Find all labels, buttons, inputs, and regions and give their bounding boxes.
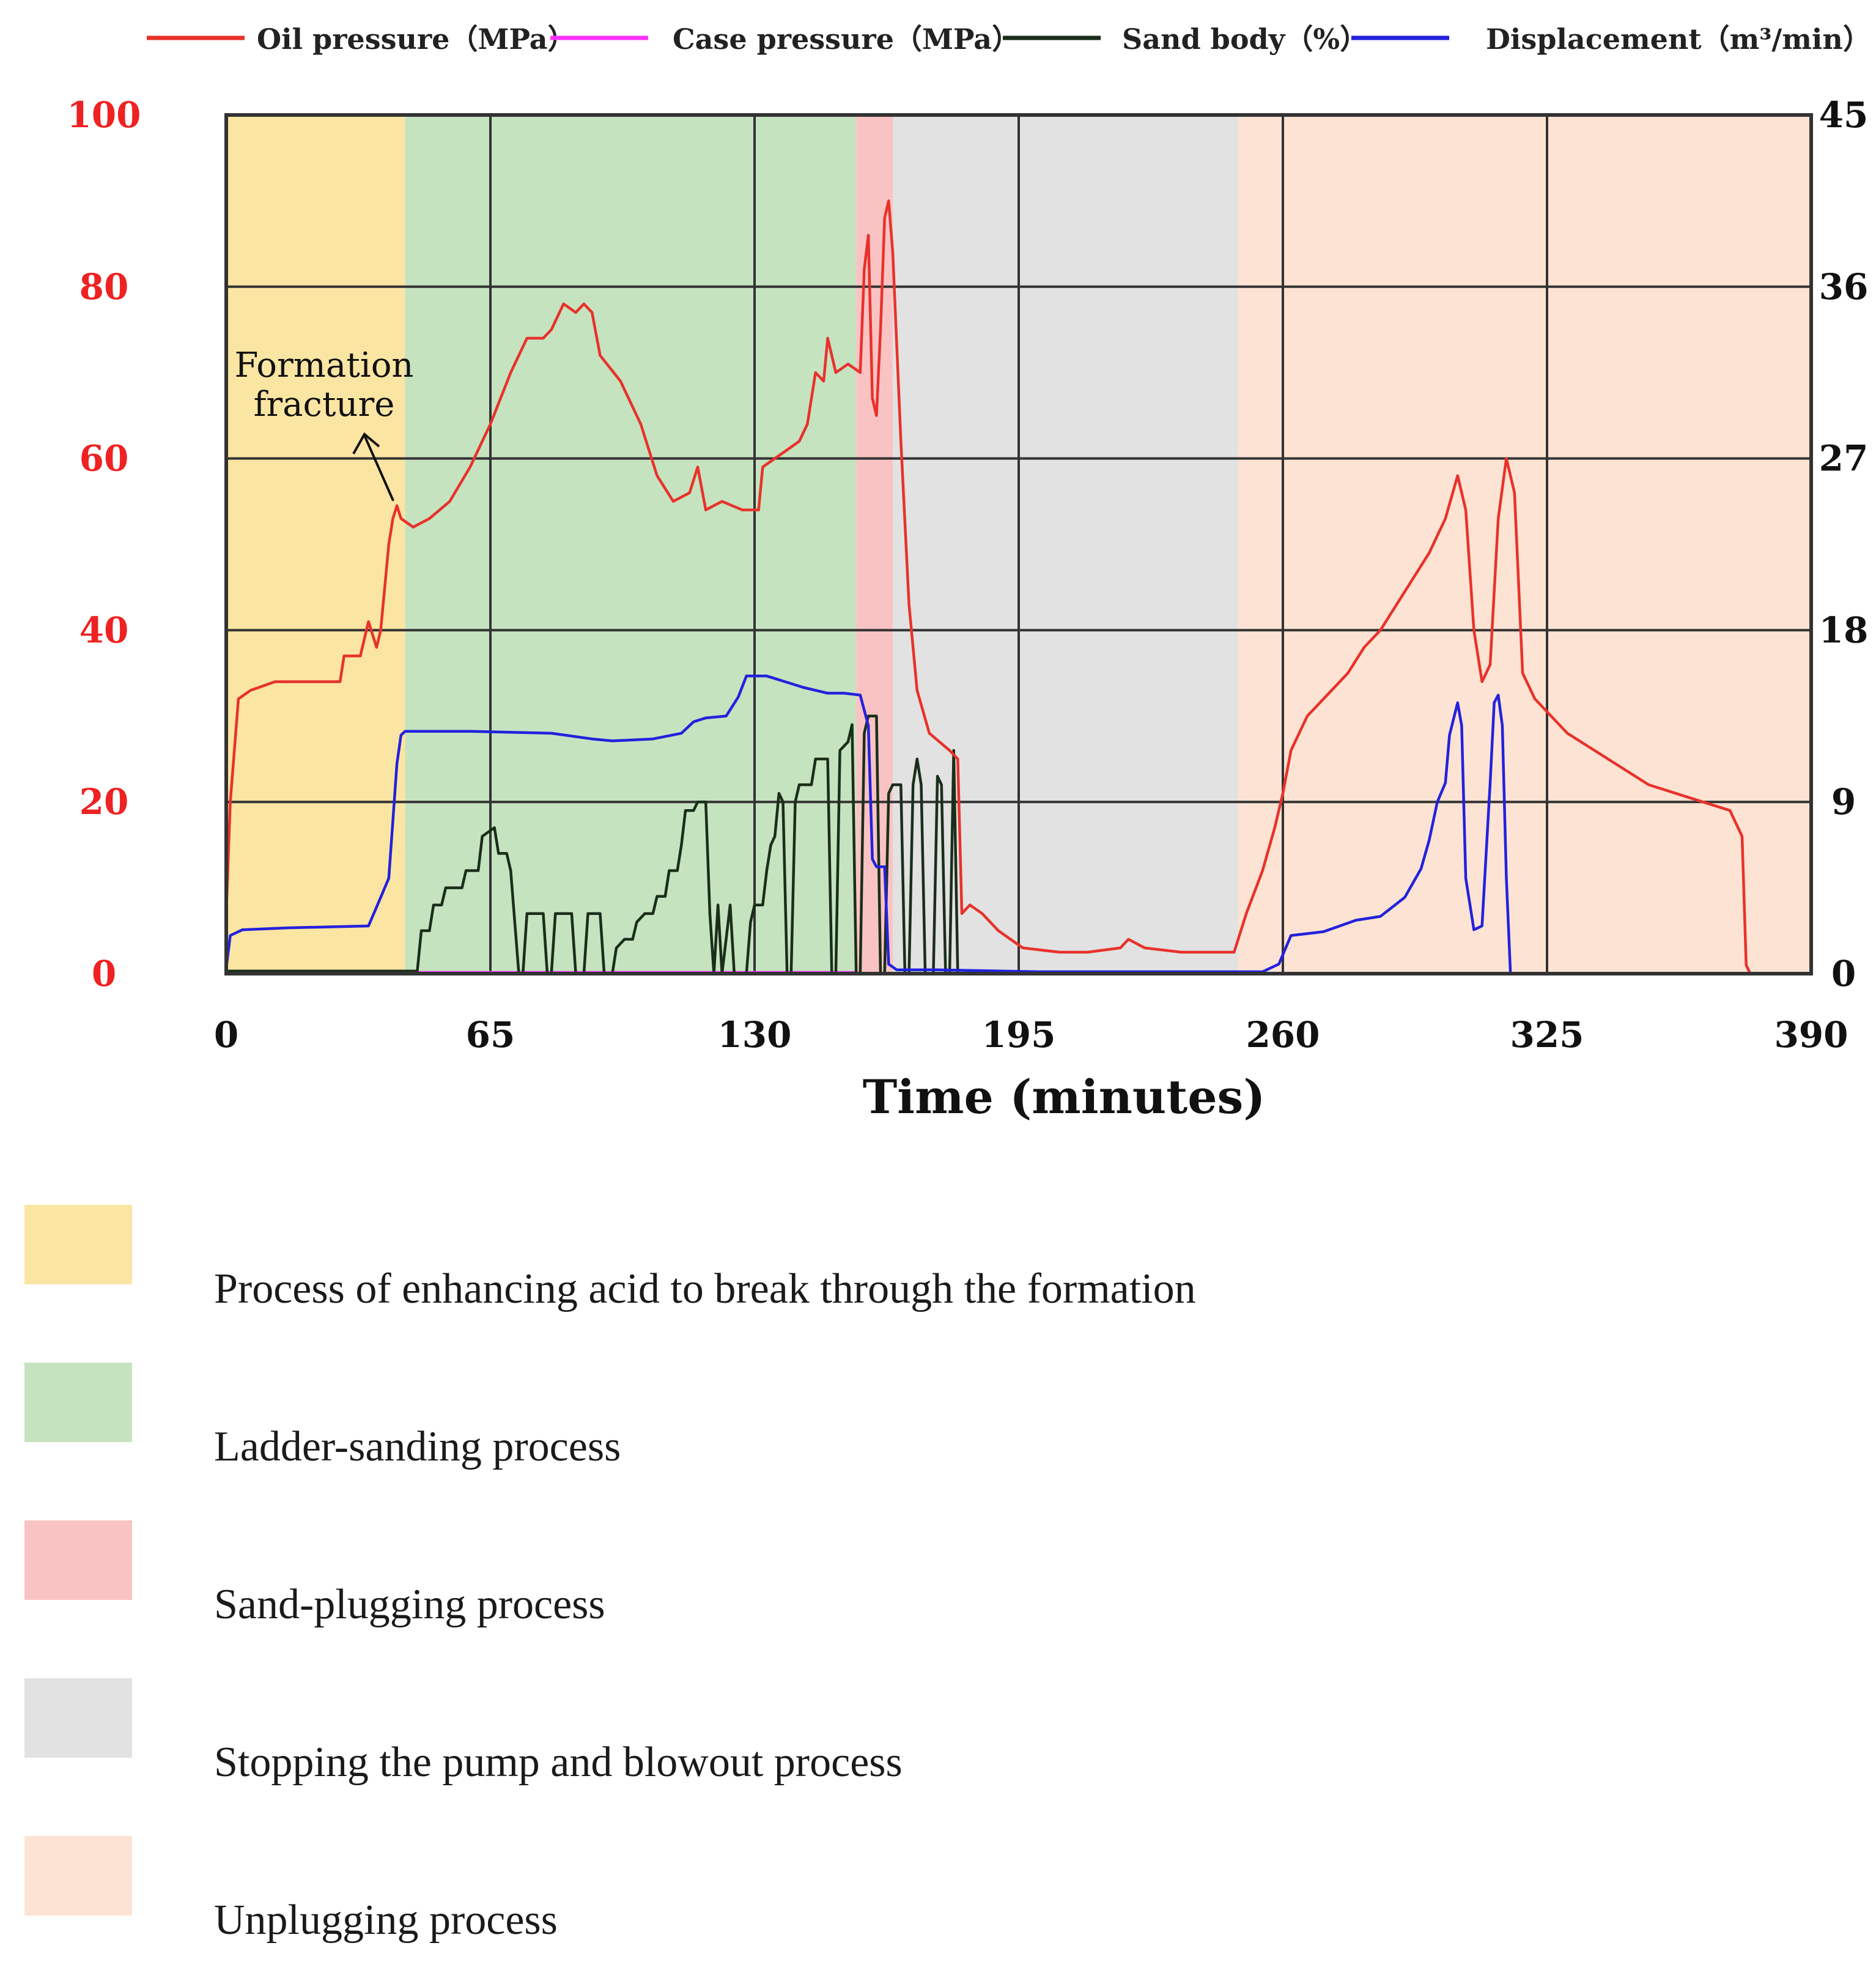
- phase-swatch: [24, 1678, 132, 1758]
- x-tick-label: 130: [717, 1014, 791, 1056]
- annotation-arrow-shaft: [363, 435, 394, 502]
- y-left-tick-label: 20: [79, 781, 129, 823]
- plot-border: [224, 113, 1813, 975]
- legend-label-0: Oil pressure（MPa）: [257, 23, 576, 56]
- legend-label-2: Sand body（%）: [1122, 23, 1368, 56]
- y-left-tick-label: 60: [79, 438, 129, 479]
- y-left-tick-label: 80: [79, 266, 129, 308]
- chart-legend: Oil pressure（MPa） Case pressure（MPa） Sand …: [147, 23, 1871, 56]
- series-oil-pressure: [224, 199, 1752, 975]
- phase-label: Sand-plugging process: [214, 1581, 605, 1628]
- y-right-tick-label: 18: [1819, 609, 1869, 651]
- phase-bands: [226, 115, 1811, 974]
- y-left-tick-label: 100: [67, 94, 141, 136]
- phase-band-4: [1238, 115, 1811, 974]
- series-displacement: [224, 675, 1512, 975]
- y-left-tick-label: 40: [79, 609, 129, 651]
- legend-label-1: Case pressure（MPa）: [673, 23, 1020, 56]
- y-right-tick-label: 45: [1819, 94, 1869, 136]
- plot-frame: [224, 113, 1813, 975]
- phase-swatch: [24, 1520, 132, 1600]
- phase-band-1: [405, 115, 857, 974]
- chart: 0 65 130 195 260 325 390 0 20 40 60 80 100 0 9 18 27 36 45…: [67, 23, 1871, 1124]
- tick-labels: 0 65 130 195 260 325 390 0 20 40 60 80 100 0 9 18 27 36 45: [67, 94, 1868, 1056]
- legend-label-3: Displacement（m³/min）: [1486, 23, 1871, 56]
- x-tick-label: 0: [214, 1014, 238, 1056]
- y-left-tick-label: 0: [92, 953, 116, 994]
- annotation-arrow-head: [352, 432, 380, 454]
- y-right-tick-label: 0: [1831, 953, 1856, 994]
- phase-label: Process of enhancing acid to break throu…: [214, 1265, 1196, 1312]
- x-tick-label: 260: [1246, 1014, 1320, 1056]
- phase-swatch: [24, 1205, 132, 1284]
- x-tick-label: 65: [466, 1014, 515, 1056]
- y-right-tick-label: 27: [1819, 438, 1869, 479]
- y-right-tick-label: 36: [1819, 266, 1869, 308]
- x-tick-label: 195: [981, 1014, 1055, 1056]
- annotation-text-0: Formation: [235, 346, 414, 385]
- phase-swatch: [24, 1836, 132, 1916]
- phase-label: Ladder-sanding process: [214, 1423, 621, 1470]
- phase-band-0: [226, 115, 405, 974]
- x-tick-label: 390: [1774, 1014, 1848, 1056]
- x-axis-label: Time (minutes): [863, 1070, 1266, 1124]
- x-tick-label: 325: [1510, 1014, 1584, 1056]
- phase-band-3: [892, 115, 1238, 974]
- annotation-text-1: fracture: [254, 385, 395, 424]
- y-right-tick-label: 9: [1831, 781, 1856, 823]
- phase-swatch: [24, 1363, 132, 1442]
- gridlines: [226, 115, 1811, 974]
- phase-label: Unplugging process: [214, 1897, 558, 1944]
- phase-label: Stopping the pump and blowout process: [214, 1739, 903, 1786]
